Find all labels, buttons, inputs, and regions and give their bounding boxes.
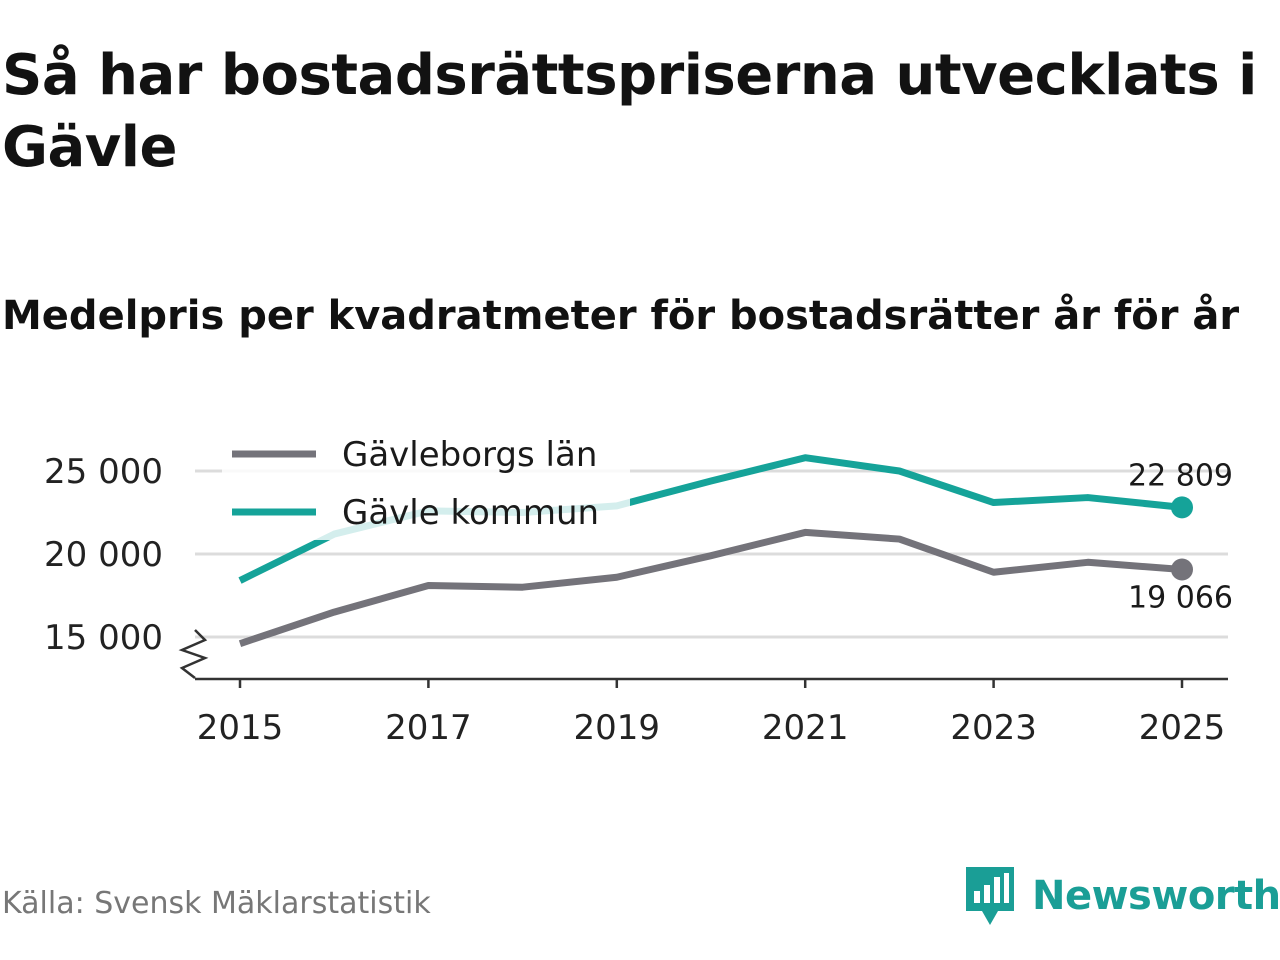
y-tick-label: 25 000 <box>44 452 163 492</box>
end-value-label: 19 066 <box>1128 581 1233 616</box>
axis-layer: 15 000 20 000 25 000 2015 2017 2019 2021 2023 20… <box>44 452 1228 748</box>
axis-break-zigzag <box>178 629 209 679</box>
x-tick-label: 2025 <box>1139 708 1226 748</box>
series-line-gävleborgs-län <box>238 528 1183 647</box>
brand: Newsworthy <box>964 864 1280 928</box>
legend-label: Gävleborgs län <box>342 435 597 475</box>
x-tick-label: 2015 <box>197 708 284 748</box>
series-end-point <box>1171 496 1193 519</box>
y-tick-label: 20 000 <box>44 535 163 575</box>
chart-subtitle: Medelpris per kvadratmeter för bostadsrä… <box>2 293 1240 339</box>
x-tick-label: 2017 <box>385 708 472 748</box>
legend-background <box>222 425 630 540</box>
x-tick-label: 2019 <box>574 708 661 748</box>
y-tick-label: 15 000 <box>44 618 163 658</box>
chart-title: Så har bostadsrättspriserna utvecklats i… <box>2 43 1257 180</box>
x-tick-label: 2021 <box>762 708 849 748</box>
brand-name: Newsworthy <box>1032 873 1280 919</box>
data-label-layer: 19 066 22 809 <box>1128 458 1233 615</box>
legend: Gävleborgs län Gävle kommun <box>222 425 630 540</box>
x-tick-label: 2023 <box>950 708 1037 748</box>
source-note: Källa: Svensk Mäklarstatistik <box>2 886 431 921</box>
bar-chart-speech-bubble-icon <box>966 867 1014 925</box>
series-end-point <box>1171 558 1193 581</box>
end-value-label: 22 809 <box>1128 458 1233 493</box>
legend-label: Gävle kommun <box>342 493 599 533</box>
